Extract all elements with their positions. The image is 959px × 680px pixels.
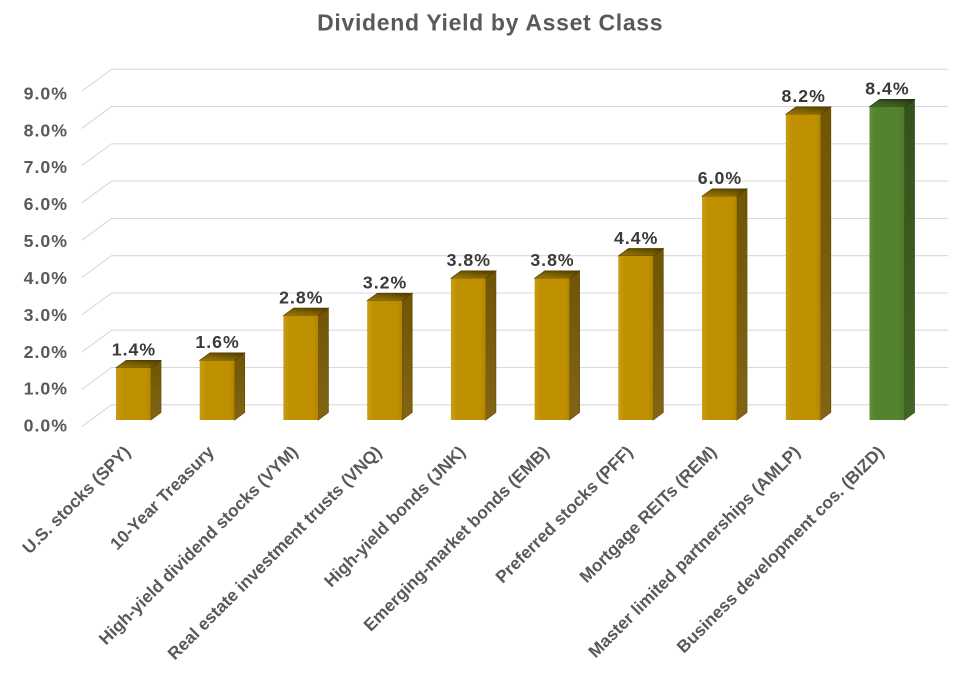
svg-text:3.0%: 3.0% xyxy=(24,305,68,325)
svg-text:9.0%: 9.0% xyxy=(24,84,68,104)
svg-text:8.4%: 8.4% xyxy=(865,79,909,99)
svg-text:7.0%: 7.0% xyxy=(24,157,68,177)
svg-text:1.6%: 1.6% xyxy=(195,332,239,352)
svg-text:3.8%: 3.8% xyxy=(447,250,491,270)
svg-text:6.0%: 6.0% xyxy=(698,168,742,188)
svg-text:5.0%: 5.0% xyxy=(24,231,68,251)
svg-text:4.0%: 4.0% xyxy=(24,268,68,288)
svg-text:1.4%: 1.4% xyxy=(112,340,156,360)
svg-text:3.8%: 3.8% xyxy=(530,250,574,270)
svg-text:1.0%: 1.0% xyxy=(24,379,68,399)
svg-text:3.2%: 3.2% xyxy=(363,273,407,293)
svg-text:0.0%: 0.0% xyxy=(24,416,68,436)
svg-text:Dividend Yield by Asset Class: Dividend Yield by Asset Class xyxy=(317,10,663,36)
svg-text:8.0%: 8.0% xyxy=(24,120,68,140)
svg-text:6.0%: 6.0% xyxy=(24,194,68,214)
svg-text:4.4%: 4.4% xyxy=(614,228,658,248)
svg-text:2.0%: 2.0% xyxy=(24,342,68,362)
svg-text:2.8%: 2.8% xyxy=(279,287,323,307)
svg-text:8.2%: 8.2% xyxy=(782,86,826,106)
